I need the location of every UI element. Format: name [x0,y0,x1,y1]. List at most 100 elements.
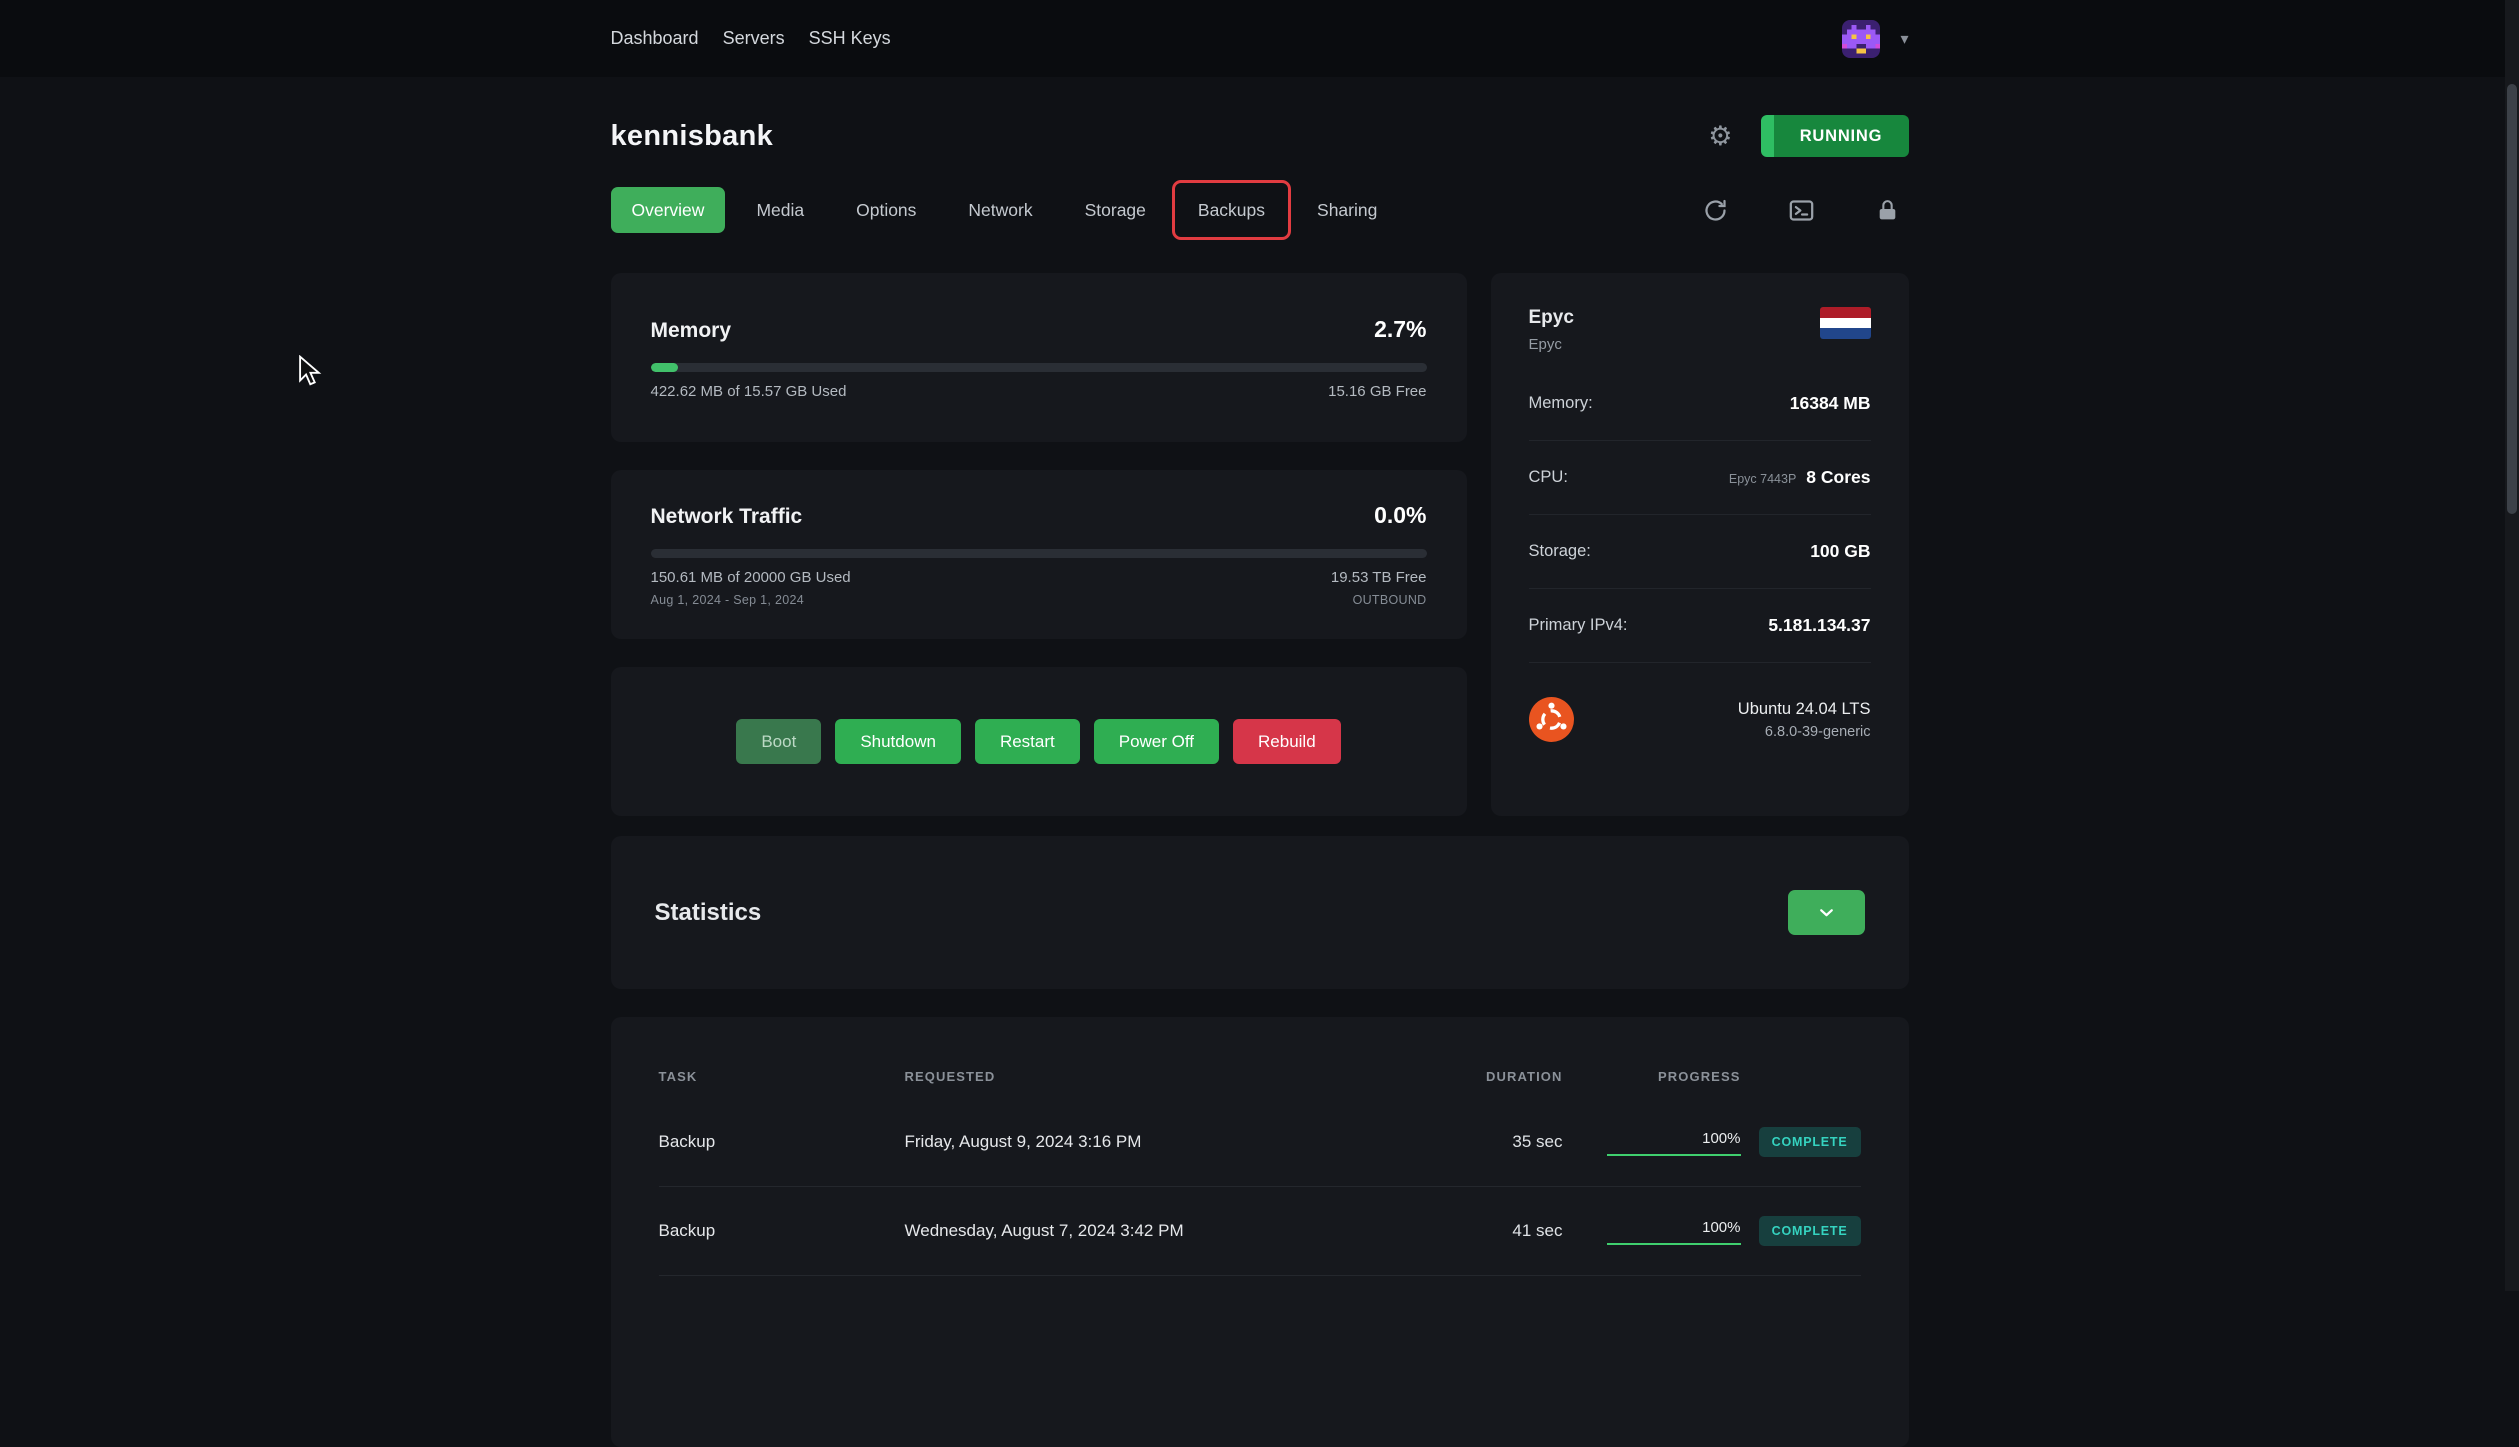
tab-backups[interactable]: Backups [1171,180,1292,240]
scrollbar-track[interactable] [2505,0,2519,1291]
tab-network[interactable]: Network [947,187,1053,233]
statistics-expand-button[interactable] [1787,890,1865,935]
network-title: Network Traffic [650,505,803,528]
table-row: Backup Friday, August 9, 2024 3:16 PM 35… [658,1098,1861,1187]
status-badge-label: RUNNING [1773,115,1909,157]
task-progress: 100% [1606,1130,1741,1156]
boot-button[interactable]: Boot [736,719,822,764]
network-period: Aug 1, 2024 - Sep 1, 2024 [650,593,804,607]
task-requested: Wednesday, August 7, 2024 3:42 PM [904,1221,1184,1240]
mouse-cursor [299,355,322,386]
memory-free: 15.16 GB Free [1328,382,1427,400]
spec-label: CPU: [1528,468,1568,486]
memory-used: 422.62 MB of 15.57 GB Used [650,382,847,400]
nav-links: Dashboard Servers SSH Keys [611,28,891,49]
avatar[interactable] [1842,19,1881,58]
server-info-card: Epyc Epyc Memory: 16384 MB C [1490,273,1909,816]
spec-value: 8 Cores [1806,467,1871,487]
spec-label: Primary IPv4: [1528,616,1628,634]
network-free: 19.53 TB Free [1330,569,1427,586]
memory-percent: 2.7% [1374,315,1427,342]
tab-options[interactable]: Options [835,187,937,233]
page-header-actions: ⚙ RUNNING [1708,115,1909,157]
scrollbar-thumb[interactable] [2507,84,2517,514]
spec-row-storage: Storage: 100 GB [1528,515,1871,589]
cpu-model: Epyc 7443P [1728,472,1797,486]
gear-icon[interactable]: ⚙ [1708,120,1733,151]
column-header-task: TASK [658,1069,698,1084]
tab-storage[interactable]: Storage [1064,187,1167,233]
column-header-duration: DURATION [1486,1069,1563,1084]
quick-actions [1695,189,1909,231]
spec-row-memory: Memory: 16384 MB [1528,367,1871,441]
task-requested: Friday, August 9, 2024 3:16 PM [904,1132,1142,1151]
tab-overview[interactable]: Overview [610,187,726,233]
chevron-down-icon[interactable]: ▾ [1900,30,1909,48]
server-name: Epyc [1528,307,1574,328]
tab-label: Storage [1084,199,1146,220]
restart-button[interactable]: Restart [974,719,1080,764]
network-used: 150.61 MB of 20000 GB Used [650,569,851,586]
task-duration: 35 sec [1512,1132,1563,1151]
tab-sharing[interactable]: Sharing [1296,187,1398,233]
lock-icon [1879,199,1896,219]
column-header-progress: PROGRESS [1658,1069,1741,1084]
spec-value: 16384 MB [1789,393,1871,413]
reload-button[interactable] [1695,189,1737,231]
shutdown-button[interactable]: Shutdown [835,719,961,764]
task-name: Backup [658,1132,716,1151]
nav-item-ssh-keys[interactable]: SSH Keys [808,28,891,48]
reload-icon [1705,199,1726,221]
console-button[interactable] [1781,189,1823,231]
table-row: Backup Wednesday, August 7, 2024 3:42 PM… [658,1187,1861,1276]
spec-value: 100 GB [1810,541,1871,561]
column-header-requested: REQUESTED [904,1069,996,1084]
nav-item-dashboard[interactable]: Dashboard [610,28,699,48]
spec-label: Storage: [1528,542,1591,560]
rebuild-button[interactable]: Rebuild [1233,719,1341,764]
netherlands-flag-icon [1819,307,1871,339]
os-info: Ubuntu 24.04 LTS 6.8.0-39-generic [1528,697,1871,742]
memory-card: Memory 2.7% 422.62 MB of 15.57 GB Used 1… [610,273,1467,442]
nav-item-servers[interactable]: Servers [722,28,785,48]
server-specs: Memory: 16384 MB CPU: Epyc 7443P 8 Cores… [1528,367,1871,663]
status-badge: RUNNING [1760,115,1909,157]
network-progress-bar [650,549,1427,558]
server-identity: Epyc Epyc [1529,307,1574,353]
page-header: kennisbank ⚙ RUNNING [611,115,1909,157]
main-content: kennisbank ⚙ RUNNING Overview Media Opti… [610,115,1909,1447]
flag-stripe-red [1819,307,1871,318]
statistics-title: Statistics [654,898,762,926]
tab-label: Overview [631,199,705,220]
page-title: kennisbank [610,119,774,152]
tab-label: Backups [1197,199,1266,220]
spec-label: Memory: [1528,394,1593,412]
flag-stripe-white [1819,317,1871,329]
tab-label: Media [756,199,805,220]
power-off-button[interactable]: Power Off [1093,719,1220,764]
tab-label: Network [968,199,1033,220]
ubuntu-logo-icon [1528,697,1574,742]
statistics-card: Statistics [610,836,1909,989]
tasks-card: TASK REQUESTED DURATION PROGRESS Backup … [610,1017,1909,1447]
terminal-icon [1789,199,1814,221]
tab-label: Sharing [1317,199,1378,220]
status-badge-complete: COMPLETE [1758,1127,1861,1157]
task-progress: 100% [1606,1219,1741,1245]
spec-row-ipv4: Primary IPv4: 5.181.134.37 [1528,589,1871,663]
network-direction: OUTBOUND [1352,593,1427,607]
tab-media[interactable]: Media [735,187,825,233]
lock-button[interactable] [1867,189,1909,231]
avatar-pixel-art [1842,19,1881,58]
chevron-down-icon [1819,909,1833,917]
tab-label: Options [856,199,917,220]
os-kernel: 6.8.0-39-generic [1764,723,1871,740]
spec-value: 5.181.134.37 [1768,615,1871,635]
network-percent: 0.0% [1374,502,1427,528]
server-plan: Epyc [1528,336,1562,353]
network-traffic-card: Network Traffic 0.0% 150.61 MB of 20000 … [610,470,1467,639]
memory-title: Memory [650,318,732,342]
status-badge-complete: COMPLETE [1758,1216,1861,1246]
memory-progress-fill [650,362,679,372]
